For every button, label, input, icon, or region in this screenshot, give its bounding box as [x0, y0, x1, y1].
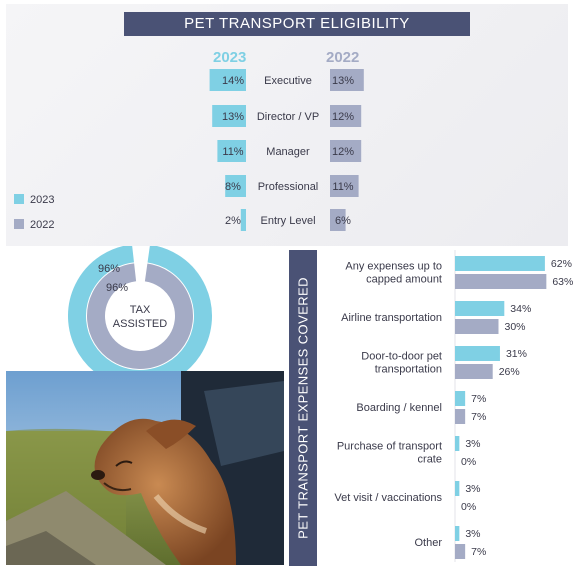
category-label-0: Executive [264, 75, 312, 87]
value-2023-2: 11% [222, 146, 243, 158]
expense-category-6-line-0: Other [414, 537, 442, 549]
expense-value-2023-6: 3% [465, 528, 480, 540]
value-2022-0: 13% [332, 75, 354, 87]
expense-bar-2022-3 [455, 409, 466, 424]
expense-bar-2023-5 [455, 481, 460, 496]
expense-value-2022-6: 7% [471, 546, 486, 558]
value-2022-4: 6% [335, 215, 351, 227]
bar-2022-1 [330, 105, 362, 127]
value-2022-3: 11% [332, 181, 353, 193]
expense-value-2022-3: 7% [471, 411, 486, 423]
expense-bar-2023-1 [455, 301, 505, 316]
tax-assisted-donut: TAX ASSISTED 96% 96% [68, 246, 212, 376]
dog-in-car-image [6, 371, 284, 565]
year-2022-header: 2022 [326, 49, 360, 66]
expense-value-2022-2: 26% [499, 366, 520, 378]
legend-swatch-2022 [14, 219, 24, 229]
expense-value-2023-3: 7% [471, 393, 486, 405]
bar-2022-4 [330, 209, 346, 231]
expense-category-2-line-1: transportation [375, 364, 442, 376]
expense-value-2023-0: 62% [551, 258, 572, 270]
bar-2022-2 [330, 140, 362, 162]
donut-value-2023: 96% [98, 263, 120, 275]
expense-value-2023-4: 3% [465, 438, 480, 450]
value-2023-1: 13% [222, 111, 244, 123]
bar-2022-3 [330, 175, 359, 197]
eligibility-title: PET TRANSPORT ELIGIBILITY [124, 12, 470, 36]
bar-2023-1 [212, 105, 246, 127]
legend-label-2023: 2023 [30, 194, 55, 206]
expense-category-1-line-0: Airline transportation [341, 312, 442, 324]
bar-2022-0 [330, 69, 364, 91]
bar-2023-2 [217, 140, 246, 162]
value-2023-3: 8% [225, 181, 241, 193]
expense-bar-2023-6 [455, 526, 460, 541]
expense-value-2022-1: 30% [505, 321, 526, 333]
expense-value-2023-2: 31% [506, 348, 527, 360]
donut-ring-2022 [87, 263, 193, 369]
value-2023-0: 14% [222, 75, 244, 87]
expense-category-0-line-0: Any expenses up to [345, 261, 442, 273]
category-label-3: Professional [258, 181, 319, 193]
expense-category-4-line-1: crate [418, 454, 442, 466]
expense-bar-2023-2 [455, 346, 500, 361]
dog-photo [6, 371, 284, 565]
legend-2022: 2022 [14, 219, 54, 231]
legend-label-2022: 2022 [30, 219, 55, 231]
donut-center [106, 282, 174, 350]
bar-2023-4 [240, 209, 246, 231]
expense-value-2022-0: 63% [552, 276, 573, 288]
expense-value-2023-1: 34% [510, 303, 531, 315]
value-2022-1: 12% [332, 111, 354, 123]
eligibility-chart: 14% 13% Executive 13% 12% Director / VP 11% 12%… [209, 69, 364, 231]
expenses-title-banner: PET TRANSPORT EXPENSES COVERED [289, 250, 317, 566]
expense-value-2023-5: 3% [465, 483, 480, 495]
value-2023-4: 2% [225, 215, 241, 227]
donut-ring-2023 [68, 246, 212, 376]
expense-category-4-line-0: Purchase of transport [337, 441, 442, 453]
expense-category-0-line-1: capped amount [366, 274, 442, 286]
legend-2023: 2023 [14, 194, 54, 206]
category-label-2: Manager [266, 146, 310, 158]
legend-swatch-2023 [14, 194, 24, 204]
expense-bar-2022-2 [455, 364, 493, 379]
donut-center-label-line1: TAX [130, 304, 151, 316]
category-label-4: Entry Level [260, 215, 315, 227]
eligibility-panel [6, 4, 568, 246]
value-2022-2: 12% [332, 146, 354, 158]
donut-value-2022: 96% [106, 282, 128, 294]
bar-2023-3 [225, 175, 246, 197]
expense-category-5-line-0: Vet visit / vaccinations [334, 492, 442, 504]
expense-value-2022-4: 0% [461, 456, 476, 468]
expense-bar-2022-6 [455, 544, 466, 559]
donut-center-label-line2: ASSISTED [113, 318, 167, 330]
expense-bar-2023-0 [455, 256, 545, 271]
category-label-1: Director / VP [257, 111, 319, 123]
expense-value-2022-5: 0% [461, 501, 476, 513]
bar-2023-0 [209, 69, 246, 91]
expense-bar-2023-3 [455, 391, 466, 406]
expense-bar-2022-1 [455, 319, 499, 334]
expense-bar-2022-0 [455, 274, 547, 289]
expense-bar-2023-4 [455, 436, 460, 451]
year-2023-header: 2023 [213, 49, 247, 66]
expense-category-2-line-0: Door-to-door pet [361, 351, 442, 363]
expense-category-3-line-0: Boarding / kennel [356, 402, 442, 414]
